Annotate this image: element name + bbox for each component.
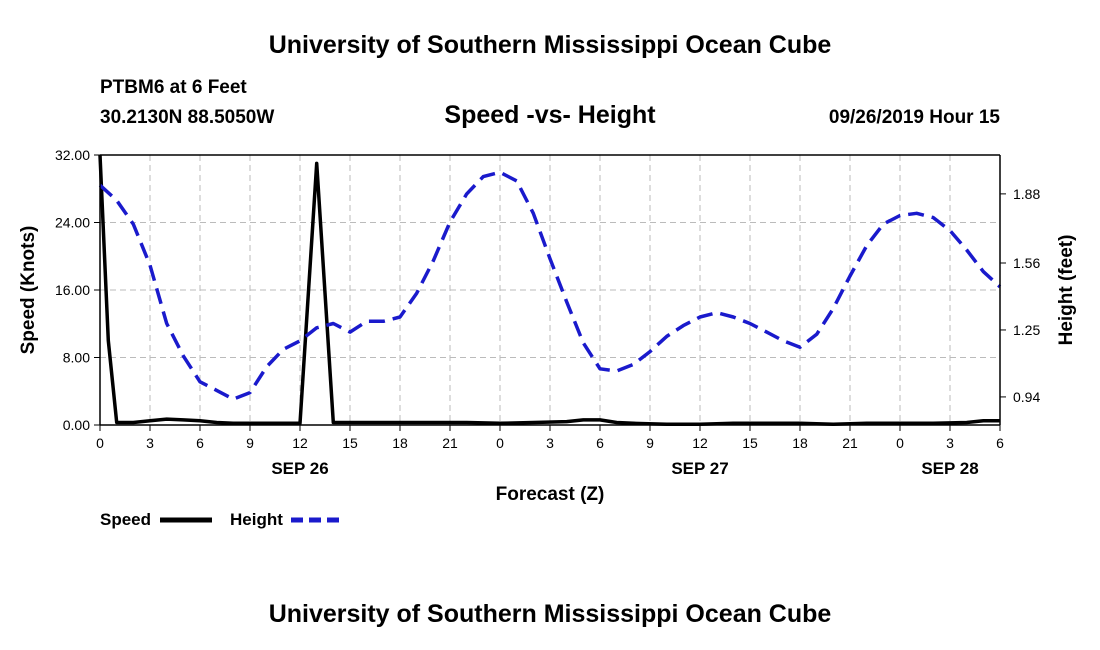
y-right-tick-label: 1.25 [1013,322,1040,338]
series-layer [98,154,1002,426]
footer-title: University of Southern Mississippi Ocean… [268,600,832,628]
axes-layer: 0 3 6 9 12 15 18 21 0 3 6 9 12 15 18 21 0 3 6 SEP 26 SEP 27 S… [55,147,1041,478]
y-right-axis-title: Height (feet) [1056,235,1077,346]
x-tick-label: 9 [246,435,254,451]
x-tick-label: 9 [646,435,654,451]
x-tick-label: 6 [996,435,1004,451]
y-left-tick-label: 8.00 [63,350,90,366]
x-tick-label: 15 [342,435,358,451]
x-axis-title: Forecast (Z) [496,484,605,505]
x-tick-label: 21 [842,435,858,451]
x-tick-label: 12 [692,435,708,451]
y-left-axis-title: Speed (Knots) [18,226,39,355]
x-tick-label: 0 [96,435,104,451]
x-tick-label: 0 [496,435,504,451]
legend: Speed Height [100,510,343,529]
x-tick-label: 0 [896,435,904,451]
legend-label-height: Height [230,510,283,529]
coordinates-label: 30.2130N 88.5050W [100,107,275,128]
x-tick-label: 3 [946,435,954,451]
y-left-tick-label: 24.00 [55,215,90,231]
x-tick-label: 6 [196,435,204,451]
x-tick-label: 21 [442,435,458,451]
series-line-height [98,170,1002,401]
y-right-tick-label: 1.56 [1013,255,1040,271]
y-right-tick-label: 1.88 [1013,186,1040,202]
datetime-label: 09/26/2019 Hour 15 [828,107,1000,128]
x-tick-label: 12 [292,435,308,451]
date-label: SEP 28 [921,459,978,478]
x-tick-label: 18 [792,435,808,451]
x-tick-label: 3 [146,435,154,451]
y-left-tick-label: 16.00 [55,282,90,298]
grid-layer [100,155,1000,425]
x-tick-label: 18 [392,435,408,451]
date-label: SEP 27 [671,459,728,478]
y-left-tick-label: 32.00 [55,147,90,163]
x-tick-label: 6 [596,435,604,451]
chart-title: Speed -vs- Height [444,101,656,129]
x-tick-label: 15 [742,435,758,451]
station-label: PTBM6 at 6 Feet [100,77,247,98]
page-title: University of Southern Mississippi Ocean… [268,31,832,59]
x-tick-label: 3 [546,435,554,451]
series-line-speed [98,154,1000,426]
date-label: SEP 26 [271,459,328,478]
y-right-tick-label: 0.94 [1013,389,1040,405]
y-left-tick-label: 0.00 [63,417,90,433]
legend-label-speed: Speed [100,510,151,529]
